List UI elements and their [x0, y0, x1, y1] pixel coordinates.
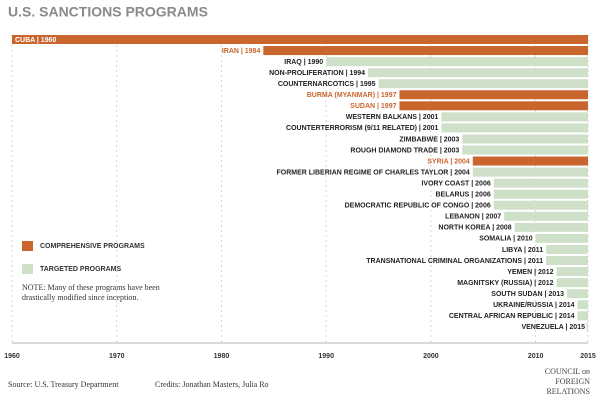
bar-label: SOMALIA | 2010	[479, 236, 533, 243]
x-tick-label: 1970	[109, 353, 125, 360]
logo: FOREIGN	[555, 377, 590, 386]
bar-label: BURMA (MYANMAR) | 1997	[307, 92, 397, 99]
bar	[586, 322, 588, 332]
bar-label: IVORY COAST | 2006	[421, 180, 490, 187]
bar	[378, 79, 588, 89]
x-tick-label: 1990	[318, 353, 334, 360]
bar-label: WESTERN BALKANS | 2001	[346, 114, 439, 121]
bar	[556, 278, 588, 288]
bar	[493, 200, 588, 210]
bar-label: SUDAN | 1997	[350, 103, 396, 110]
bar	[472, 156, 588, 166]
bar	[546, 244, 588, 254]
bar	[368, 68, 588, 78]
bar-label: VENEZUELA | 2015	[521, 324, 585, 331]
bar	[399, 90, 588, 100]
bar	[326, 57, 588, 67]
x-tick-label: 2010	[528, 353, 544, 360]
chart-title: U.S. SANCTIONS PROGRAMS	[8, 4, 208, 20]
x-tick-label: 2000	[423, 353, 439, 360]
bar-label: MAGNITSKY (RUSSIA) | 2012	[457, 280, 553, 287]
bar-label: COUNTERNARCOTICS | 1995	[278, 81, 376, 88]
bar-label: CENTRAL AFRICAN REPUBLIC | 2014	[449, 313, 575, 320]
bar	[462, 145, 588, 155]
bar-label: NORTH KOREA | 2008	[438, 225, 511, 232]
bar	[514, 222, 588, 232]
bar-label: DEMOCRATIC REPUBLIC OF CONGO | 2006	[345, 203, 491, 210]
bar-label: IRAQ | 1990	[284, 59, 323, 66]
bar	[441, 123, 588, 133]
bar-label: COUNTERTERRORISM (9/11 RELATED) | 2001	[286, 125, 438, 132]
bar	[567, 289, 588, 299]
bar	[493, 189, 588, 199]
bar-label: ROUGH DIAMOND TRADE | 2003	[350, 147, 459, 154]
bar	[556, 267, 588, 277]
legend-swatch	[22, 241, 33, 251]
legend-label: TARGETED PROGRAMS	[40, 266, 121, 273]
x-tick-label: 1960	[4, 353, 20, 360]
bar	[535, 233, 588, 243]
legend-label: COMPREHENSIVE PROGRAMS	[40, 243, 145, 250]
bar-label: CUBA | 1960	[15, 37, 56, 44]
bar-label: IRAN | 1984	[222, 48, 261, 55]
bar	[577, 300, 588, 310]
legend-swatch	[22, 264, 33, 274]
bar-label: TRANSNATIONAL CRIMINAL ORGANIZATIONS | 2…	[366, 258, 543, 265]
x-tick-label: 2015	[580, 353, 596, 360]
bar-label: SYRIA | 2004	[427, 158, 470, 165]
bar	[493, 178, 588, 188]
bar-label: YEMEN | 2012	[507, 269, 553, 276]
x-tick-label: 1980	[214, 353, 230, 360]
bar	[504, 211, 588, 221]
note: drastically modified since inception.	[22, 293, 138, 302]
bar	[441, 112, 588, 122]
bar	[577, 311, 588, 321]
bar	[12, 35, 588, 44]
bar-label: UKRAINE/RUSSIA | 2014	[493, 302, 575, 309]
logo: COUNCIL on	[545, 367, 590, 376]
bar	[462, 134, 588, 144]
bar-label: BELARUS | 2006	[435, 192, 490, 199]
bar-label: NON-PROLIFERATION | 1994	[269, 70, 365, 77]
bar-label: LIBYA | 2011	[502, 247, 543, 254]
bar	[472, 167, 588, 177]
logo: RELATIONS	[546, 387, 590, 396]
bar	[263, 46, 588, 56]
source: Source: U.S. Treasury Department	[8, 380, 119, 389]
note: NOTE: Many of these programs have been	[22, 283, 160, 292]
bar-label: SOUTH SUDAN | 2013	[491, 291, 564, 298]
bar-label: ZIMBABWE | 2003	[399, 136, 459, 143]
bar-label: FORMER LIBERIAN REGIME OF CHARLES TAYLOR…	[276, 169, 469, 176]
credits: Credits: Jonathan Masters, Julia Ro	[155, 380, 269, 389]
bar	[546, 256, 588, 265]
bar-label: LEBANON | 2007	[445, 214, 501, 221]
bar	[399, 101, 588, 111]
